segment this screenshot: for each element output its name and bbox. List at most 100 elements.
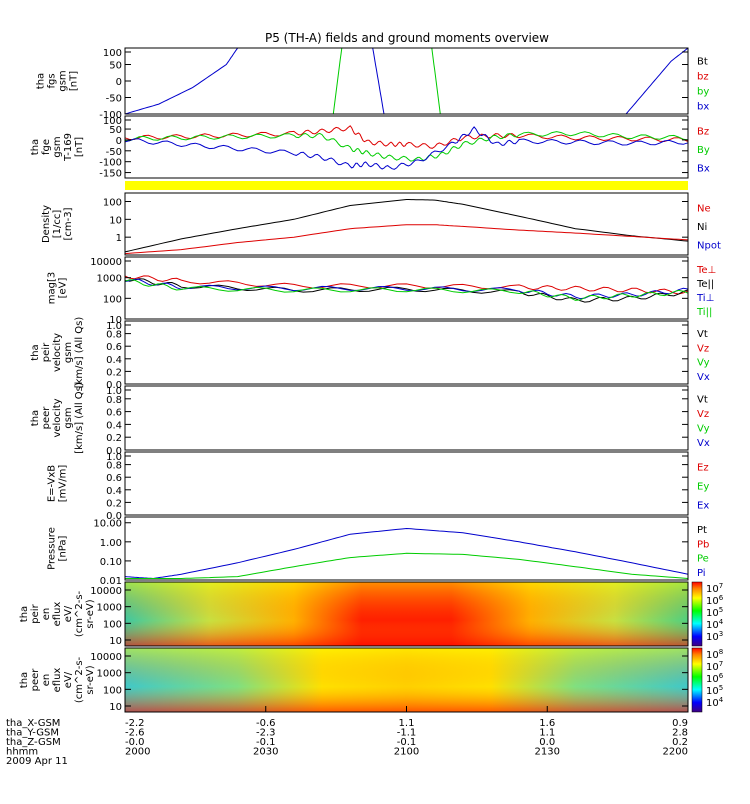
legend-entry: Vx [697, 438, 710, 449]
y-axis-label: eflux [52, 668, 63, 693]
y-tick-label: 10 [109, 315, 122, 326]
y-tick-label: 100 [103, 48, 122, 59]
y-axis-label: peir [41, 342, 52, 362]
legend-entry: Pi [697, 568, 706, 579]
y-axis-label: [km/s] (All Qs) [74, 317, 85, 389]
y-tick-label: -50 [106, 94, 122, 105]
y-axis-label: en [41, 674, 52, 687]
y-tick-label: 0.10 [100, 557, 122, 568]
series-line-bx [625, 47, 689, 115]
y-tick-label: -50 [106, 147, 122, 158]
colorbar-tick-label: 104 [706, 696, 724, 709]
series-line-By [125, 131, 689, 162]
y-axis-label: Density [41, 205, 52, 243]
y-tick-label: 100 [103, 619, 122, 630]
panel-density: 100 10 1 Density [1/cc] [cm-3] Ne Ni Npot [41, 192, 721, 256]
panel-frame [124, 581, 689, 647]
panel-fgs: 100 50 0 -50 -100 tha fgs gsm [nT] Bt bz by bx [36, 47, 709, 121]
y-tick-label: 1000 [97, 274, 122, 285]
y-axis-label: en [41, 608, 52, 621]
panel-frame [124, 320, 689, 385]
y-axis-label: eflux [52, 602, 63, 627]
y-axis-label: gsm [58, 70, 69, 91]
panel-frame [124, 385, 689, 451]
y-tick-label: 100 [103, 294, 122, 305]
series-line-Bx [124, 126, 689, 170]
x-tick-value: -2.3 [256, 728, 276, 739]
y-tick-label: 10000 [90, 652, 122, 663]
y-tick-label: 0.8 [106, 461, 122, 472]
legend-entry: Ex [697, 501, 709, 512]
legend-entry: Vt [697, 394, 708, 405]
y-tick-label: -150 [99, 169, 122, 180]
y-axis-label: gsm [52, 136, 63, 157]
panel-frame [124, 192, 689, 256]
x-tick-value: 0.9 [672, 718, 688, 729]
legend-entry: Vz [697, 343, 709, 354]
legend-entry: Te|| [696, 279, 714, 290]
y-tick-label: -100 [99, 158, 122, 169]
date-label: 2009 Apr 11 [6, 756, 68, 767]
series-line-Pe [125, 552, 689, 579]
y-tick-label: 1000 [97, 669, 122, 680]
y-tick-label: 0.01 [100, 576, 122, 587]
y-tick-label: 10000 [90, 586, 122, 597]
y-tick-label: 100 [103, 685, 122, 696]
y-tick-label: 10 [109, 636, 122, 647]
y-tick-label: 1.0 [106, 321, 122, 332]
legend-entry: Vt [697, 329, 708, 340]
legend-entry: Bz [697, 126, 709, 137]
y-axis-label: eV/ [63, 671, 74, 688]
x-tick-value: 1.1 [399, 718, 415, 729]
panel-pressure: 10.00 1.00 0.10 0.01 Pressure [nPa] Pt Pb Pe Pi [47, 516, 709, 587]
y-axis-label: [km/s] (All Qs) [74, 382, 85, 454]
y-axis-label: peer [41, 406, 52, 430]
y-tick-label: 100 [103, 198, 122, 209]
x-tick-value: 2030 [253, 747, 278, 758]
legend-entry: Pt [697, 525, 707, 536]
series-line-Bz [124, 125, 689, 149]
panel-frame [124, 115, 689, 179]
series-line-by [332, 47, 343, 115]
y-tick-label: 0.0 [106, 380, 122, 391]
y-tick-label: 1000 [97, 603, 122, 614]
y-tick-label: 0.0 [106, 511, 122, 522]
y-axis-label: fgs [47, 73, 58, 88]
series-line-by [431, 47, 441, 115]
y-axis-label: velocity [52, 398, 63, 437]
y-tick-label: 50 [109, 125, 122, 136]
y-axis-label: T-169 [63, 133, 74, 162]
legend-entry: Ti⊥ [696, 293, 714, 304]
y-tick-label: 0 [116, 77, 122, 88]
y-axis-label: eV/ [63, 605, 74, 622]
x-tick-value: -0.6 [256, 718, 276, 729]
series-line-Ni [124, 199, 689, 253]
chart-title: P5 (TH-A) fields and ground moments over… [265, 31, 549, 45]
x-row-label: tha_Y-GSM [6, 728, 59, 739]
series-line-Te⊥ [124, 275, 689, 295]
x-tick-value: -0.0 [125, 737, 145, 748]
x-tick-value: 2000 [125, 747, 150, 758]
legend-entry: Ey [697, 482, 709, 493]
flag-bar [125, 181, 688, 190]
y-axis-label: [cm-3] [63, 207, 74, 240]
series-line-Te|| [124, 278, 689, 303]
x-row-label: hhmm [6, 747, 38, 758]
colorbar-tick-label: 103 [706, 630, 723, 643]
y-tick-label: 1.0 [106, 452, 122, 463]
legend-entry: Ne [697, 203, 711, 214]
y-axis-label: gsm [63, 407, 74, 428]
spectrogram-overlay [125, 582, 688, 646]
legend-entry: Ez [697, 463, 709, 474]
y-axis-label: (cm^2-s- [74, 656, 85, 703]
series-line-bx [372, 47, 385, 115]
y-axis-label: [eV] [58, 278, 69, 299]
y-tick-label: 0.4 [106, 486, 122, 497]
x-tick-value: 2130 [535, 747, 560, 758]
